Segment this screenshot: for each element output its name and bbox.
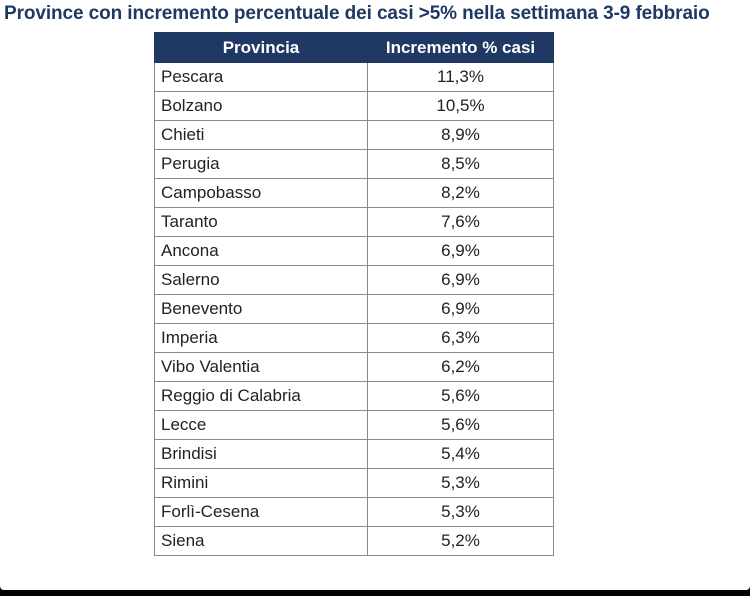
cell-provincia: Campobasso [154, 178, 368, 208]
cell-incremento: 5,6% [367, 410, 554, 440]
table-row: Imperia 6,3% [154, 323, 554, 353]
table-row: Lecce 5,6% [154, 410, 554, 440]
cell-provincia: Siena [154, 526, 368, 556]
table-row: Ancona 6,9% [154, 236, 554, 266]
cell-provincia: Perugia [154, 149, 368, 179]
cell-incremento: 6,9% [367, 265, 554, 295]
cell-provincia: Taranto [154, 207, 368, 237]
table-row: Forlì-Cesena 5,3% [154, 497, 554, 527]
table-row: Reggio di Calabria 5,6% [154, 381, 554, 411]
cell-incremento: 8,5% [367, 149, 554, 179]
cell-provincia: Forlì-Cesena [154, 497, 368, 527]
cell-incremento: 5,3% [367, 468, 554, 498]
table-row: Benevento 6,9% [154, 294, 554, 324]
data-table: Provincia Incremento % casi Pescara 11,3%… [154, 32, 554, 556]
cell-provincia: Brindisi [154, 439, 368, 469]
cell-incremento: 8,2% [367, 178, 554, 208]
table-body: Pescara 11,3% Bolzano 10,5% Chieti 8,9% Perugi… [154, 62, 554, 556]
table-title: Province con incremento percentuale dei … [4, 3, 710, 24]
table-row: Rimini 5,3% [154, 468, 554, 498]
cell-incremento: 10,5% [367, 91, 554, 121]
cell-incremento: 11,3% [367, 62, 554, 92]
cell-provincia: Lecce [154, 410, 368, 440]
table-row: Chieti 8,9% [154, 120, 554, 150]
cell-provincia: Benevento [154, 294, 368, 324]
table-header-row: Provincia Incremento % casi [154, 32, 554, 63]
cell-incremento: 6,2% [367, 352, 554, 382]
cell-provincia: Ancona [154, 236, 368, 266]
table-row: Salerno 6,9% [154, 265, 554, 295]
cell-provincia: Chieti [154, 120, 368, 150]
cell-incremento: 5,4% [367, 439, 554, 469]
cell-incremento: 6,3% [367, 323, 554, 353]
cell-incremento: 5,2% [367, 526, 554, 556]
table-row: Pescara 11,3% [154, 62, 554, 92]
table-row: Campobasso 8,2% [154, 178, 554, 208]
table-row: Taranto 7,6% [154, 207, 554, 237]
cell-incremento: 5,6% [367, 381, 554, 411]
column-header-provincia: Provincia [154, 32, 368, 63]
cell-incremento: 8,9% [367, 120, 554, 150]
table-row: Siena 5,2% [154, 526, 554, 556]
cell-provincia: Reggio di Calabria [154, 381, 368, 411]
cell-incremento: 6,9% [367, 294, 554, 324]
cell-provincia: Pescara [154, 62, 368, 92]
cell-provincia: Rimini [154, 468, 368, 498]
cell-provincia: Imperia [154, 323, 368, 353]
cell-incremento: 6,9% [367, 236, 554, 266]
column-header-incremento: Incremento % casi [367, 32, 554, 63]
cell-provincia: Salerno [154, 265, 368, 295]
table-row: Bolzano 10,5% [154, 91, 554, 121]
cell-provincia: Bolzano [154, 91, 368, 121]
table-row: Brindisi 5,4% [154, 439, 554, 469]
cell-provincia: Vibo Valentia [154, 352, 368, 382]
cell-incremento: 5,3% [367, 497, 554, 527]
table-row: Vibo Valentia 6,2% [154, 352, 554, 382]
cell-incremento: 7,6% [367, 207, 554, 237]
table-row: Perugia 8,5% [154, 149, 554, 179]
